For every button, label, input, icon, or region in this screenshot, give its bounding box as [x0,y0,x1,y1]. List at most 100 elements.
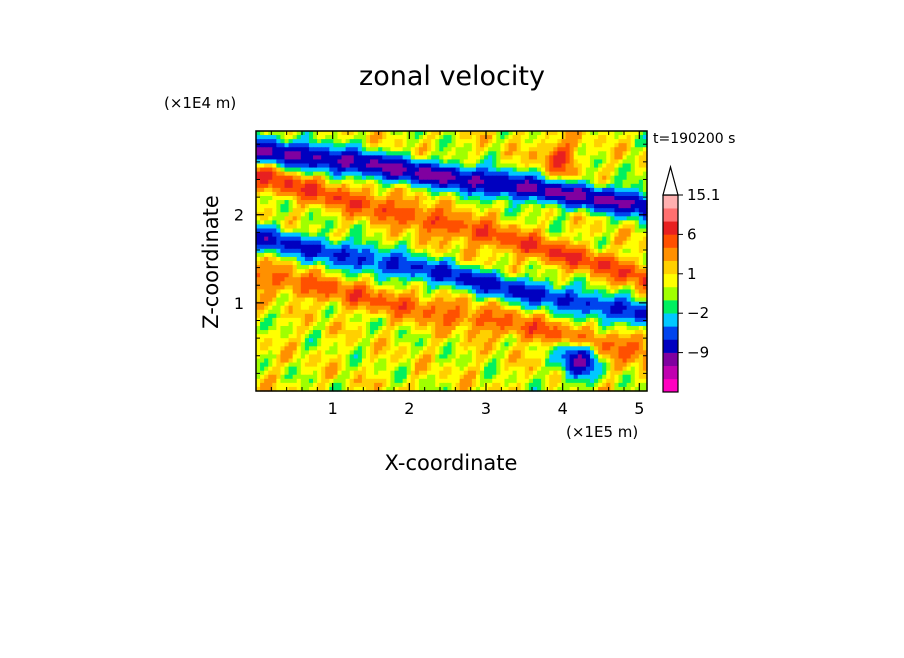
field-cell [492,212,497,217]
field-cell [492,265,497,270]
field-cell [256,313,261,319]
field-cell [626,147,632,152]
field-cell [553,163,558,169]
field-cell [606,167,611,173]
field-cell [349,159,355,165]
field-cell [508,171,514,177]
field-cell [467,277,473,282]
field-cell [272,240,277,246]
field-cell [610,289,616,295]
field-cell [516,293,522,299]
field-cell [602,200,607,205]
field-cell [500,334,506,339]
field-cell [374,208,379,213]
field-cell [394,175,400,181]
field-cell [357,248,363,254]
field-cell [541,281,546,286]
field-cell [500,317,506,323]
field-cell [581,159,587,165]
field-cell [329,143,334,148]
field-cell [459,183,465,189]
field-cell [484,151,489,156]
field-cell [512,313,518,319]
field-cell [345,187,351,193]
field-cell [565,187,571,193]
field-cell [598,179,603,185]
field-cell [292,179,298,185]
field-cell [284,167,290,173]
field-cell [614,285,620,291]
field-cell [304,313,310,319]
field-cell [484,313,489,319]
field-cell [321,265,326,270]
field-cell [353,147,359,152]
field-cell [370,285,375,291]
field-cell [569,151,575,156]
field-cell [300,297,306,303]
field-cell [439,167,444,173]
field-cell [361,135,367,140]
field-cell [406,244,412,250]
field-cell [443,338,449,343]
field-cell [268,208,273,213]
field-cell [321,334,326,339]
field-cell [284,317,290,323]
field-cell [545,191,550,197]
field-cell [500,321,506,327]
field-cell [374,252,379,258]
field-cell [321,293,326,299]
field-cell [268,200,273,205]
field-cell [602,240,607,246]
field-cell [378,143,383,148]
field-cell [484,187,489,193]
field-cell [537,212,542,217]
field-cell [406,143,412,148]
field-cell [581,293,587,299]
field-cell [471,248,477,254]
field-cell [256,147,261,152]
field-cell [394,330,400,335]
field-cell [382,224,387,230]
field-cell [410,313,416,319]
field-cell [553,338,558,343]
field-cell [480,285,485,291]
field-cell [308,232,314,238]
field-cell [313,317,318,323]
field-cell [471,285,477,291]
field-cell [410,281,416,286]
field-cell [422,208,428,213]
field-cell [581,277,587,282]
field-cell [361,309,367,315]
field-cell [292,236,298,242]
field-cell [459,285,465,291]
field-cell [439,281,444,286]
field-cell [618,313,624,319]
field-cell [524,321,530,327]
field-cell [638,297,644,303]
field-cell [292,244,298,250]
field-cell [268,244,273,250]
field-cell [329,175,334,181]
field-cell [353,183,359,189]
field-cell [585,236,591,242]
field-cell [300,317,306,323]
field-cell [325,143,330,148]
field-cell [439,159,444,165]
field-cell [256,293,261,299]
field-cell [577,163,583,169]
field-cell [374,256,379,262]
field-cell [500,338,506,343]
field-cell [313,163,318,169]
field-cell [622,171,628,177]
field-cell [524,216,530,221]
field-cell [589,317,595,323]
field-cell [512,317,518,323]
field-cell [422,293,428,299]
field-cell [333,305,339,311]
field-cell [528,228,534,234]
field-cell [439,212,444,217]
field-cell [463,200,469,205]
field-cell [475,326,481,331]
field-cell [280,187,286,193]
field-cell [594,187,599,193]
